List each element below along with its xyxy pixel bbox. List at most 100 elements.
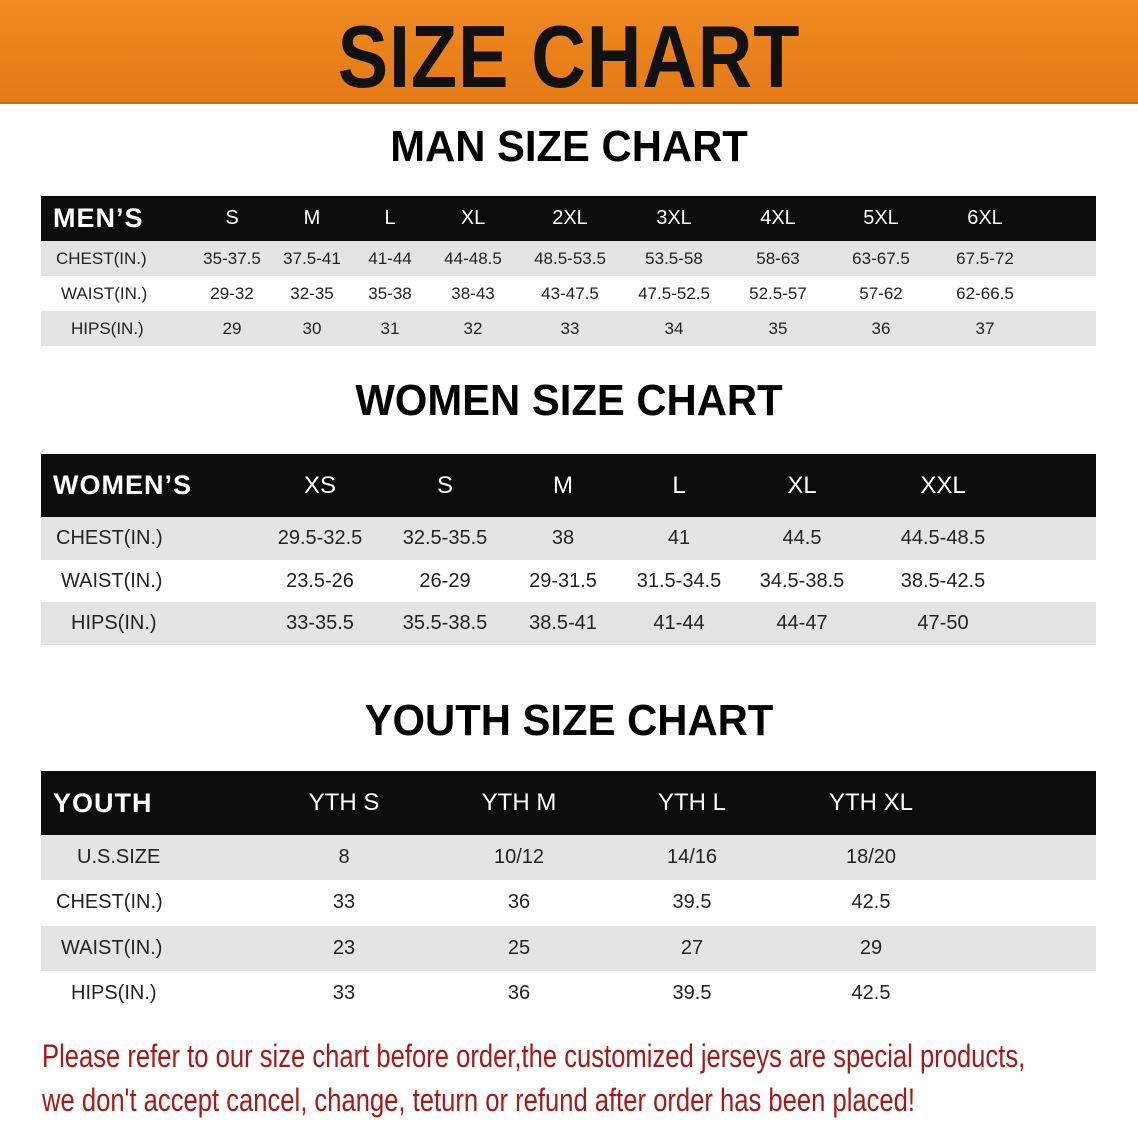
table-cell: 44.5-48.5 — [900, 526, 986, 549]
table-cell: 38.5-41 — [529, 612, 597, 635]
table-cell: 58-63 — [756, 248, 800, 268]
table-cell: 29.5-32.5 — [277, 526, 363, 549]
table-cell: 38-43 — [451, 283, 495, 303]
table-cell: 32 — [463, 318, 483, 338]
table-cell: 8 — [338, 846, 350, 869]
notice-line-1: Please refer to our size chart before or… — [42, 1038, 1026, 1074]
size-header: L — [672, 471, 686, 499]
women-size-table: WOMEN’S XS S M L XL XXL CHEST(IN.) 29.5-32.5 32.5… — [41, 454, 1096, 646]
table-cell: 31 — [380, 318, 400, 338]
table-row: HIPS(IN.) 33-35.5 35.5-38.5 38.5-41 41-44 44-… — [41, 602, 1096, 646]
table-cell: 18/20 — [845, 846, 897, 869]
men-size-table: MEN’S S M L XL 2XL 3XL 4XL 5XL 6XL CHEST(IN.) 35-37… — [41, 196, 1096, 346]
table-cell: 47-50 — [917, 612, 969, 635]
row-label: HIPS(IN.) — [71, 318, 144, 338]
table-cell: 62-66.5 — [956, 283, 1014, 303]
table-cell: 34.5-38.5 — [759, 569, 845, 592]
women-section-title: WOMEN SIZE CHART — [355, 376, 783, 425]
table-cell: 44-48.5 — [444, 248, 502, 268]
table-cell: 26-29 — [419, 569, 471, 592]
table-cell: 39.5 — [672, 891, 712, 914]
size-header: XL — [787, 471, 817, 499]
table-cell: 42.5 — [851, 891, 891, 914]
table-cell: 42.5 — [851, 982, 891, 1005]
table-cell: 36 — [871, 318, 891, 338]
size-header: XXL — [920, 471, 966, 499]
row-label: WAIST(IN.) — [61, 283, 148, 303]
size-header: S — [436, 471, 454, 499]
size-header: 2XL — [552, 207, 588, 229]
banner: SIZE CHART — [0, 0, 1138, 106]
table-cell: 38 — [551, 526, 575, 549]
table-cell: 33 — [332, 982, 356, 1005]
table-corner-label: WOMEN’S — [53, 470, 192, 500]
row-label: HIPS(IN.) — [71, 612, 157, 635]
size-header: M — [303, 207, 321, 229]
table-cell: 44.5 — [782, 526, 822, 549]
table-row: CHEST(IN.) 33 36 39.5 42.5 — [41, 880, 1096, 926]
size-header: S — [225, 207, 239, 229]
size-header: 4XL — [760, 207, 796, 229]
table-cell: 10/12 — [493, 846, 545, 869]
table-cell: 29 — [859, 936, 883, 959]
table-corner-label: YOUTH — [53, 787, 153, 818]
notice-line-2: we don't accept cancel, change, teturn o… — [42, 1082, 915, 1118]
table-row: WAIST(IN.) 29-32 32-35 35-38 38-43 43-47.5 47.… — [41, 276, 1096, 311]
table-row: HIPS(IN.) 29 30 31 32 33 34 35 36 37 — [41, 311, 1096, 346]
table-cell: 41 — [667, 526, 691, 549]
table-cell: 41-44 — [653, 612, 705, 635]
table-cell: 30 — [302, 318, 322, 338]
size-header: 6XL — [967, 207, 1003, 229]
table-corner-label: MEN’S — [53, 203, 144, 233]
page-title: SIZE CHART — [337, 7, 801, 106]
table-cell: 39.5 — [672, 982, 712, 1005]
table-cell: 34 — [664, 318, 684, 338]
size-header: L — [384, 207, 396, 229]
size-header: 5XL — [863, 207, 899, 229]
size-header: YTH L — [657, 789, 727, 816]
table-cell: 23 — [332, 936, 356, 959]
table-cell: 29-31.5 — [529, 569, 597, 592]
table-cell: 37 — [975, 318, 995, 338]
header-row: WOMEN’S XS S M L XL XXL — [41, 454, 1096, 517]
youth-size-table: YOUTH YTH S YTH M YTH L YTH XL U.S.SIZE 8 10/12… — [41, 771, 1096, 1017]
table-cell: 63-67.5 — [852, 248, 910, 268]
table-cell: 43-47.5 — [541, 283, 599, 303]
table-cell: 57-62 — [859, 283, 903, 303]
row-label: WAIST(IN.) — [61, 936, 163, 959]
table-row: WAIST(IN.) 23 25 27 29 — [41, 925, 1096, 971]
table-cell: 32-35 — [290, 283, 334, 303]
table-cell: 36 — [507, 891, 531, 914]
table-cell: 33 — [560, 318, 580, 338]
table-cell: 44-47 — [776, 612, 828, 635]
table-row: CHEST(IN.) 29.5-32.5 32.5-35.5 38 41 44.5 44.5… — [41, 517, 1096, 560]
table-row: U.S.SIZE 8 10/12 14/16 18/20 — [41, 835, 1096, 881]
table-cell: 67.5-72 — [956, 248, 1014, 268]
size-header: YTH S — [308, 789, 380, 816]
table-cell: 33 — [332, 891, 356, 914]
men-section-title: MAN SIZE CHART — [390, 122, 748, 171]
table-cell: 29-32 — [210, 283, 254, 303]
table-row: CHEST(IN.) 35-37.5 37.5-41 41-44 44-48.5 48.5… — [41, 241, 1096, 276]
table-cell: 36 — [507, 982, 531, 1005]
table-cell: 52.5-57 — [749, 283, 807, 303]
table-cell: 37.5-41 — [283, 248, 341, 268]
table-cell: 27 — [680, 936, 704, 959]
table-cell: 35 — [768, 318, 788, 338]
table-cell: 48.5-53.5 — [534, 248, 606, 268]
size-header: M — [553, 471, 573, 499]
row-label: U.S.SIZE — [77, 846, 161, 869]
row-label: HIPS(IN.) — [71, 982, 157, 1005]
table-cell: 32.5-35.5 — [402, 526, 488, 549]
table-cell: 47.5-52.5 — [638, 283, 710, 303]
table-cell: 38.5-42.5 — [900, 569, 986, 592]
table-cell: 33-35.5 — [286, 612, 354, 635]
size-header: YTH XL — [828, 789, 914, 816]
table-cell: 35.5-38.5 — [402, 612, 488, 635]
table-cell: 29 — [222, 318, 242, 338]
row-label: CHEST(IN.) — [56, 891, 163, 914]
size-header: XS — [303, 471, 337, 499]
size-header: XL — [460, 207, 486, 229]
table-cell: 35-38 — [368, 283, 412, 303]
table-cell: 41-44 — [368, 248, 412, 268]
